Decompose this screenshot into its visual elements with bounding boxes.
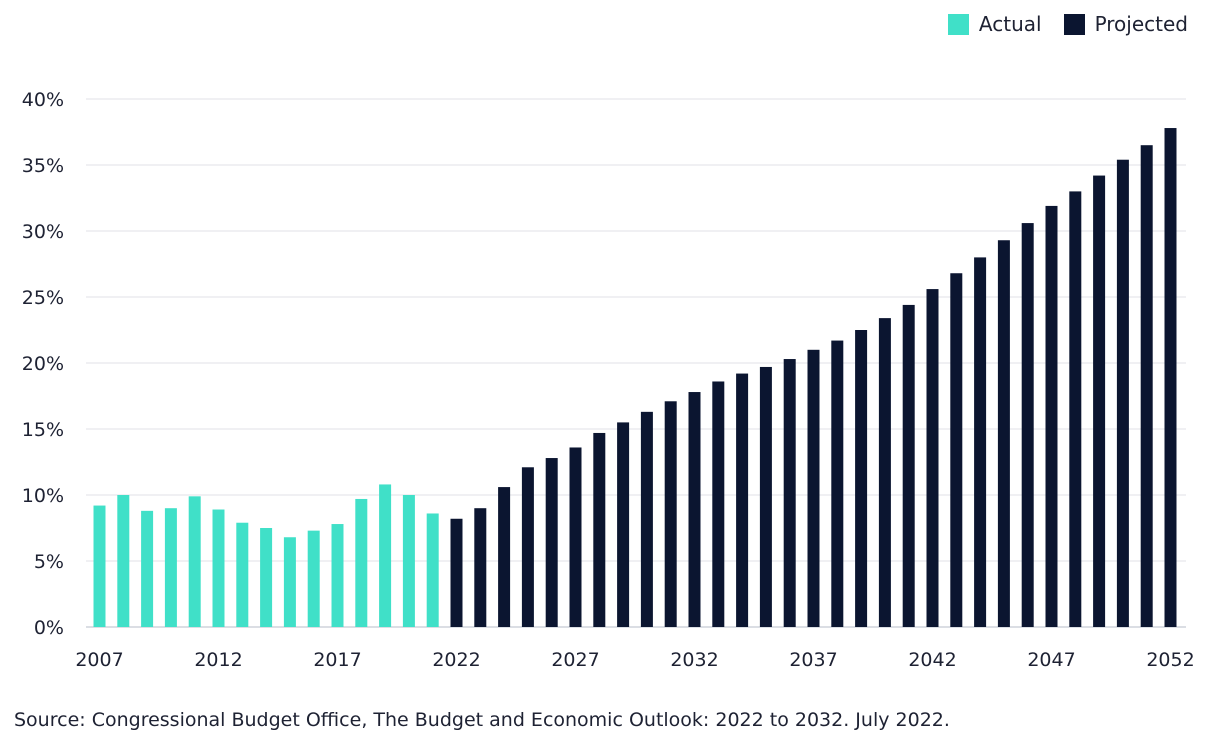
bar-projected-2037 [807, 349, 820, 627]
bar-projected-2036 [783, 359, 796, 627]
bar-projected-2041 [902, 304, 915, 627]
bar-projected-2028 [593, 432, 606, 627]
bar-projected-2035 [759, 366, 772, 627]
bar-projected-2039 [855, 330, 868, 627]
x-axis-tick-labels: 2007 2012 2017 2022 2027 2032 2037 2042 2047 2052 [75, 649, 1194, 671]
bar-actual-2007 [93, 505, 106, 627]
y-tick-label: 25% [22, 287, 64, 309]
bar-actual-2008 [117, 495, 130, 627]
bar-projected-2052 [1164, 128, 1177, 628]
bar-actual-2016 [307, 530, 320, 627]
bar-projected-2029 [617, 422, 630, 627]
legend-swatch-projected [1063, 13, 1085, 35]
legend-label-projected: Projected [1094, 12, 1188, 36]
y-axis-tick-labels: 0% 5% 10% 15% 20% 25% 30% 35% 40% [22, 89, 64, 639]
legend-swatch-actual [947, 13, 969, 35]
bar-projected-2025 [521, 467, 534, 627]
y-tick-label: 15% [22, 419, 64, 441]
bar-actual-2013 [236, 522, 249, 627]
x-tick-label: 2047 [1027, 649, 1075, 671]
x-tick-label: 2022 [432, 649, 480, 671]
bar-actual-2012 [212, 509, 225, 627]
y-tick-label: 35% [22, 155, 64, 177]
bar-projected-2047 [1045, 205, 1058, 628]
x-tick-label: 2042 [908, 649, 956, 671]
x-tick-label: 2052 [1146, 649, 1194, 671]
bar-projected-2048 [1069, 191, 1082, 627]
bar-projected-2046 [1021, 223, 1034, 627]
bar-actual-2021 [426, 513, 439, 627]
bar-projected-2049 [1093, 175, 1106, 627]
bar-projected-2051 [1140, 145, 1153, 627]
bar-actual-2018 [355, 498, 368, 627]
y-tick-label: 40% [22, 89, 64, 111]
bar-projected-2040 [878, 318, 891, 627]
bar-projected-2045 [997, 240, 1010, 628]
bar-projected-2032 [688, 392, 701, 627]
bar-actual-2009 [141, 510, 154, 627]
bar-actual-2017 [331, 524, 344, 627]
bar-projected-2027 [569, 447, 582, 627]
bar-projected-2034 [736, 373, 749, 627]
x-tick-label: 2017 [313, 649, 361, 671]
bar-projected-2023 [474, 508, 487, 627]
bar-actual-2019 [379, 484, 392, 627]
bar-actual-2011 [188, 496, 201, 627]
y-tick-label: 0% [34, 617, 64, 639]
bar-projected-2031 [664, 401, 677, 627]
bar-projected-2030 [640, 411, 653, 627]
bar-group [93, 128, 1177, 628]
bar-projected-2050 [1116, 159, 1129, 627]
legend-label-actual: Actual [978, 12, 1042, 36]
bar-projected-2043 [950, 273, 963, 627]
x-tick-label: 2007 [75, 649, 123, 671]
bar-projected-2042 [926, 289, 939, 627]
bar-actual-2010 [164, 508, 177, 627]
x-tick-label: 2027 [551, 649, 599, 671]
legend-item-actual: Actual [947, 12, 1042, 36]
legend-item-projected: Projected [1063, 12, 1188, 36]
x-tick-label: 2032 [670, 649, 718, 671]
y-tick-label: 10% [22, 485, 64, 507]
legend: Actual Projected [947, 12, 1188, 36]
bar-projected-2024 [498, 487, 511, 627]
bar-projected-2038 [831, 340, 844, 627]
x-tick-label: 2037 [789, 649, 837, 671]
bar-actual-2020 [402, 495, 415, 627]
source-note: Source: Congressional Budget Office, The… [14, 709, 950, 731]
bar-projected-2033 [712, 381, 725, 627]
bar-actual-2015 [283, 537, 296, 627]
bar-actual-2014 [260, 528, 273, 627]
y-tick-label: 30% [22, 221, 64, 243]
x-tick-label: 2012 [194, 649, 242, 671]
bar-projected-2022 [450, 518, 463, 627]
bar-projected-2026 [545, 458, 558, 627]
y-tick-label: 5% [34, 551, 64, 573]
bar-projected-2044 [974, 257, 987, 627]
y-tick-label: 20% [22, 353, 64, 375]
grid-lines [86, 98, 1186, 628]
